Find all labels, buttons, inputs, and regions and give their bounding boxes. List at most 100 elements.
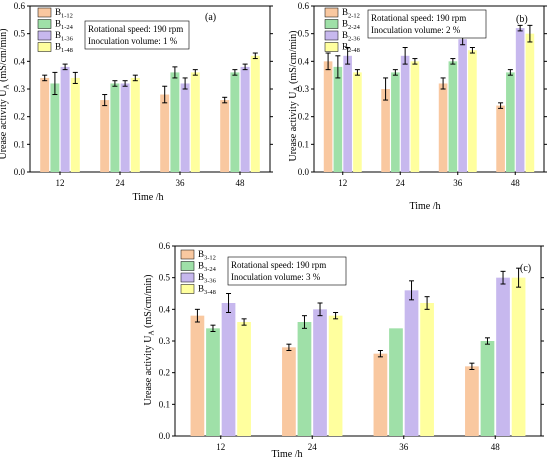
annotation-text: Rotational speed: 190 rpm: [371, 13, 466, 23]
bar: [438, 83, 448, 172]
y-tick-label: 0.5: [14, 29, 26, 39]
y-tick-label: 0.2: [159, 368, 170, 378]
bar: [40, 77, 50, 172]
legend-label: B1-12: [55, 7, 73, 20]
x-tick-label: 12: [338, 178, 347, 188]
bar: [343, 55, 352, 172]
y-tick-label: 0.5: [298, 29, 310, 39]
x-tick-label: 12: [216, 442, 225, 452]
bar: [328, 315, 343, 436]
y-tick-label: 0.6: [14, 1, 26, 11]
bar: [70, 77, 80, 172]
legend-label: B2-36: [342, 30, 361, 43]
legend-swatch: [324, 19, 339, 29]
y-tick-label: 0.0: [14, 167, 26, 177]
y-tick-label: 0.3: [298, 84, 310, 94]
annotation-text: Inoculation volume: 2 %: [371, 25, 461, 35]
annotation-box: [227, 256, 347, 286]
legend-label: B2-12: [342, 7, 360, 20]
legend-label: B2-48: [342, 42, 360, 55]
legend-swatch: [324, 42, 339, 52]
legend-swatch: [324, 7, 339, 18]
bar: [333, 66, 343, 172]
x-tick-label: 36: [176, 178, 186, 188]
panel-label: (a): [205, 12, 216, 23]
annotation-box: [367, 9, 487, 39]
x-tick-label: 48: [236, 178, 246, 188]
y-tick-label: 0.3: [159, 336, 171, 346]
annotation-text: Inoculation volume: 1 %: [88, 36, 178, 46]
annotation-text: Rotational speed: 190 rpm: [231, 260, 326, 270]
bar: [60, 66, 70, 172]
x-tick-label: 24: [308, 442, 318, 452]
legend-swatch: [37, 19, 52, 29]
bar: [389, 328, 403, 436]
annotation-text: Inoculation volume: 3 %: [231, 272, 321, 282]
bar: [180, 83, 190, 172]
x-axis-label: Time /h: [409, 201, 440, 212]
x-axis-label: Time /h: [132, 192, 163, 203]
y-tick-label: 0.2: [14, 112, 25, 122]
bar: [420, 303, 434, 436]
legend-label: B3-48: [198, 284, 216, 297]
bar: [170, 72, 180, 172]
bar: [511, 277, 526, 436]
x-tick-label: 36: [399, 442, 409, 452]
y-tick-label: 0.5: [159, 273, 171, 283]
legend-label: B3-36: [198, 272, 217, 285]
legend-label: B3-12: [198, 249, 216, 262]
bar: [506, 72, 515, 172]
annotation-box: [84, 20, 190, 50]
bar: [480, 341, 495, 436]
y-tick-label: 0.0: [298, 167, 310, 177]
legend-swatch: [37, 7, 52, 18]
legend-label: B1-48: [55, 42, 73, 55]
bar: [468, 50, 477, 173]
legend-swatch: [180, 284, 195, 294]
y-tick-label: 0.1: [159, 399, 170, 409]
bar: [120, 83, 130, 172]
panel-label: (c): [520, 263, 531, 274]
bar: [465, 366, 479, 436]
bar: [496, 105, 505, 172]
legend-label: B3-24: [198, 261, 217, 274]
bar: [515, 28, 525, 173]
bar: [373, 353, 388, 436]
chart-panel-3: 0.00.10.20.30.40.50.612 24 36 48B3-12B3-24B…: [143, 241, 544, 460]
panel-label: (b): [516, 14, 528, 25]
legend-label: B1-36: [55, 30, 74, 43]
bar: [391, 72, 400, 172]
y-tick-label: 0.2: [298, 112, 309, 122]
y-axis-label: Urease activity UA (mS/cm/min): [143, 274, 156, 405]
chart-panel-1: 0.00.10.20.30.40.50.612 24 36 48B1-12B1-24B…: [0, 1, 273, 203]
legend-swatch: [37, 30, 52, 41]
bar: [110, 83, 120, 172]
bar: [410, 61, 420, 173]
bar: [130, 77, 140, 172]
y-axis-label: Urease activity UA (mS/cm/min): [0, 28, 11, 159]
bar: [250, 55, 260, 172]
bar: [237, 322, 251, 436]
y-axis-label: Urease activity UA (mS/cm/min): [288, 30, 301, 161]
bar: [221, 303, 236, 436]
bar: [220, 100, 230, 172]
bar: [50, 83, 60, 172]
bar: [160, 94, 170, 172]
x-tick-label: 48: [491, 442, 501, 452]
y-tick-label: 0.4: [159, 304, 171, 314]
bar: [400, 55, 410, 172]
bar: [297, 322, 312, 436]
y-tick-label: 0.1: [298, 139, 309, 149]
x-tick-label: 36: [453, 178, 463, 188]
x-tick-label: 24: [396, 178, 406, 188]
bar: [313, 309, 327, 436]
bar: [282, 347, 296, 436]
bar: [448, 61, 458, 173]
y-tick-label: 0.1: [14, 139, 25, 149]
legend-swatch: [37, 42, 52, 52]
bar: [381, 89, 390, 172]
legend-label: B2-24: [342, 19, 361, 32]
bar: [100, 100, 110, 172]
bar: [190, 72, 200, 172]
